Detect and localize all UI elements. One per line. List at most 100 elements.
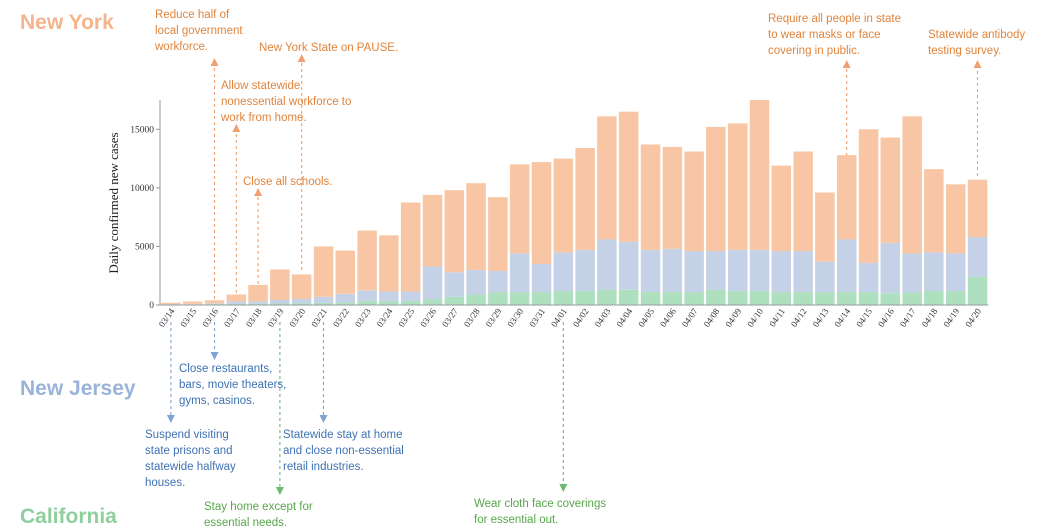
annotation-ny-antibody: Statewide antibody testing survey. — [928, 29, 1026, 57]
bar-new-jersey-04-08 — [706, 251, 726, 290]
annotation-nj-prisons: Suspend visiting state prisons and state… — [145, 429, 236, 489]
bar-new-york-03-29 — [488, 197, 508, 271]
bar-new-jersey-04-15 — [858, 262, 879, 293]
x-tick-label-03-15: 03/15 — [178, 306, 198, 329]
bar-new-york-03-25 — [400, 202, 421, 292]
bar-new-york-03-14 — [161, 302, 181, 305]
bar-new-jersey-03-24 — [379, 291, 399, 301]
bar-california-03-28 — [466, 294, 486, 305]
bar-california-03-22 — [335, 302, 355, 305]
x-tick-label-03-16: 03/16 — [200, 306, 220, 329]
bar-new-york-04-06 — [662, 146, 683, 249]
x-tick-label-04-10: 04/10 — [745, 306, 765, 329]
bar-new-jersey-04-16 — [880, 242, 900, 294]
bar-new-york-04-07 — [684, 151, 704, 252]
bar-new-jersey-04-11 — [771, 251, 791, 293]
bar-california-04-12 — [793, 292, 813, 305]
bar-new-jersey-04-03 — [597, 239, 617, 290]
bar-new-york-03-21 — [313, 246, 334, 297]
bar-new-jersey-03-15 — [183, 303, 203, 305]
bar-new-york-04-17 — [902, 116, 922, 254]
bar-california-04-06 — [662, 292, 683, 305]
bar-california-03-31 — [531, 292, 552, 305]
y-tick-label-15000: 15000 — [130, 125, 154, 135]
x-tick-label-03-17: 03/17 — [222, 306, 242, 329]
annotation-arrows — [166, 54, 982, 495]
bar-california-03-29 — [488, 292, 508, 305]
annotation-ny-pause: New York State on PAUSE. — [259, 42, 399, 54]
x-tick-label-04-12: 04/12 — [789, 306, 809, 329]
bar-new-york-04-09 — [728, 123, 748, 250]
bar-new-jersey-03-26 — [422, 266, 443, 300]
bar-new-jersey-04-13 — [815, 261, 835, 293]
bar-new-jersey-03-16 — [204, 303, 225, 305]
x-tick-label-04-09: 04/09 — [723, 306, 743, 329]
x-tick-label-03-28: 03/28 — [462, 306, 482, 329]
x-tick-label-04-20: 04/20 — [963, 306, 983, 329]
bar-new-york-03-23 — [357, 230, 377, 291]
bar-california-03-27 — [444, 296, 465, 305]
state-label-new-york: New York — [20, 11, 114, 34]
bar-new-jersey-04-02 — [575, 249, 595, 291]
bar-new-york-04-05 — [640, 144, 661, 250]
bar-new-york-04-10 — [749, 100, 770, 250]
bar-california-03-24 — [379, 300, 399, 305]
bar-new-jersey-04-19 — [946, 253, 966, 291]
bar-california-04-18 — [924, 290, 944, 305]
bar-new-york-03-28 — [466, 183, 486, 270]
bar-california-04-14 — [837, 292, 857, 305]
x-tick-label-04-04: 04/04 — [614, 306, 634, 329]
bar-new-jersey-03-30 — [509, 253, 530, 293]
x-tick-label-03-23: 03/23 — [353, 306, 373, 329]
bar-california-04-09 — [728, 290, 748, 305]
bar-new-york-03-27 — [444, 190, 465, 273]
x-tick-label-03-14: 03/14 — [157, 306, 177, 329]
x-tick-label-04-08: 04/08 — [702, 306, 722, 329]
bar-new-york-03-18 — [248, 284, 268, 302]
x-tick-label-03-29: 03/29 — [484, 306, 504, 329]
bar-new-jersey-03-21 — [313, 296, 334, 303]
x-tick-label-03-26: 03/26 — [418, 306, 438, 329]
bar-california-03-23 — [357, 300, 377, 305]
bar-new-jersey-03-17 — [226, 301, 247, 304]
x-tick-label-03-22: 03/22 — [331, 306, 351, 329]
bar-california-03-20 — [291, 303, 312, 305]
bar-new-jersey-04-07 — [684, 251, 704, 293]
x-tick-label-03-21: 03/21 — [309, 306, 329, 329]
x-tick-label-03-25: 03/25 — [396, 306, 416, 329]
bar-california-04-17 — [902, 292, 922, 305]
annotation-nj-restaurants: Close restaurants, bars, movie theaters,… — [179, 363, 287, 407]
x-tick-label-04-13: 04/13 — [811, 306, 831, 329]
bar-new-york-03-17 — [226, 294, 247, 302]
bar-new-jersey-04-09 — [728, 249, 748, 291]
bar-new-york-03-15 — [183, 301, 203, 304]
bar-california-04-02 — [575, 290, 595, 305]
bar-new-jersey-03-25 — [400, 291, 421, 301]
bar-california-04-20 — [967, 276, 988, 305]
x-tick-label-03-24: 03/24 — [375, 306, 395, 329]
bar-california-04-03 — [597, 289, 617, 305]
bar-new-jersey-03-23 — [357, 290, 377, 301]
x-tick-label-04-05: 04/05 — [636, 306, 656, 329]
x-tick-label-04-18: 04/18 — [920, 306, 940, 329]
bar-new-york-04-13 — [815, 192, 835, 262]
bar-new-jersey-03-27 — [444, 272, 465, 297]
bar-new-york-03-20 — [291, 274, 312, 299]
x-tick-label-03-18: 03/18 — [244, 306, 264, 329]
x-tick-label-04-02: 04/02 — [571, 306, 591, 329]
y-tick-label-0: 0 — [149, 301, 154, 311]
x-tick-label-03-19: 03/19 — [266, 306, 286, 329]
bar-new-jersey-04-10 — [749, 249, 770, 291]
bar-new-jersey-04-17 — [902, 253, 922, 293]
bar-new-jersey-04-18 — [924, 252, 944, 291]
bar-new-york-04-02 — [575, 148, 595, 250]
bar-new-york-04-16 — [880, 137, 900, 243]
bar-california-03-17 — [226, 303, 247, 305]
y-tick-label-5000: 5000 — [135, 242, 154, 252]
bar-california-04-08 — [706, 289, 726, 305]
annotation-ny-masks: Require all people in state to wear mask… — [768, 13, 901, 57]
bar-california-03-18 — [248, 303, 268, 305]
bar-new-york-03-22 — [335, 250, 355, 294]
state-label-new-jersey: New Jersey — [20, 377, 136, 400]
